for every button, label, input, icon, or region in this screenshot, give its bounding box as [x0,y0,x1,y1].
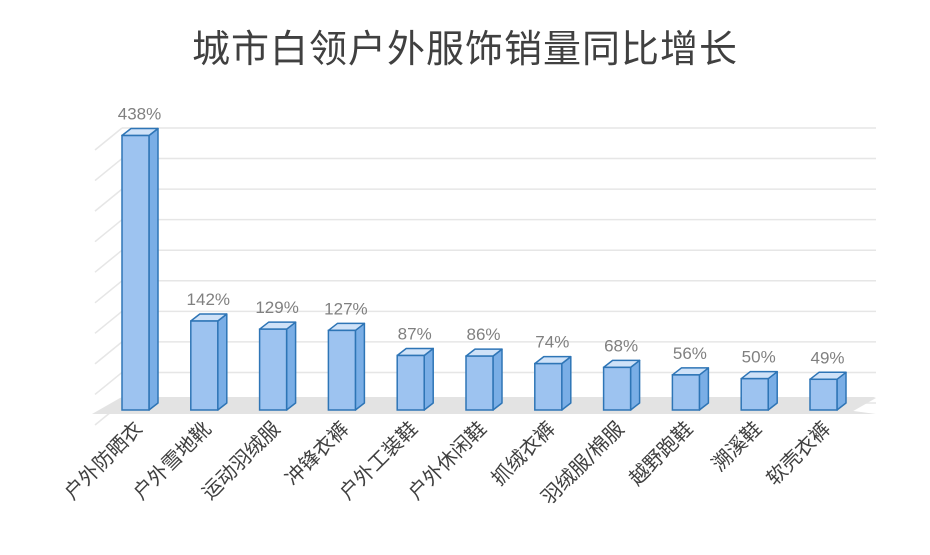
value-label: 68% [604,336,638,355]
bar-4 [327,322,366,411]
value-label: 56% [673,344,707,363]
category-label: 越野跑鞋 [624,417,698,491]
bars [121,127,847,411]
value-label: 49% [810,348,844,367]
value-labels: 438% 142% 129% 127% 87% 86% 74% 68% 56% 50% 49% [118,105,845,368]
bar-front [121,134,150,411]
bar-front [740,377,769,411]
bar-side [354,322,366,411]
bar-side [148,127,159,411]
bar-front [534,362,563,411]
gridline-side [94,188,123,212]
bar-10 [740,370,778,411]
value-label: 438% [118,105,161,124]
bar-side [217,313,228,411]
value-label: 87% [398,324,432,343]
value-label: 50% [742,348,776,367]
gridline-side [94,219,123,243]
bar-5 [396,347,434,411]
chart-title: 城市白领户外服饰销量同比增长 [191,27,738,71]
bar-front [190,320,219,411]
gridline-side [94,280,123,304]
bar-front [327,329,357,411]
bar-front [396,354,425,411]
value-label: 129% [255,298,298,317]
value-label: 74% [535,333,569,352]
bar-6 [465,348,503,411]
gridline-side [94,127,123,151]
bar-11 [809,371,847,411]
gridline-side [94,249,123,273]
bar-9 [671,367,710,411]
bar-front [258,328,288,411]
category-labels: 户外防晒衣户外雪地靴运动羽绒服冲锋衣裤户外工装鞋户外休闲鞋抓绒衣裤羽绒服/棉服越… [59,417,835,509]
bar-side [629,359,641,411]
gridline-side [94,310,123,334]
bar-8 [602,359,641,411]
bar-front [465,355,494,411]
gridline-side [94,341,123,365]
bar-front [671,374,701,411]
bar-front [809,378,838,411]
category-label: 溯溪鞋 [707,417,766,476]
category-label: 软壳衣裤 [761,417,835,491]
bar-side [285,321,297,411]
value-label: 127% [324,299,367,318]
value-label: 142% [187,290,230,309]
bar-side [423,347,434,411]
gridline-side [94,157,123,182]
bar-3 [258,321,297,411]
bar-2 [190,313,228,411]
bar-1 [121,127,159,411]
bar-front [602,366,632,411]
bar-side [561,355,572,411]
gridline-side [94,371,123,396]
bar-side [492,348,503,411]
bar-7 [534,355,572,411]
value-label: 86% [466,325,500,344]
